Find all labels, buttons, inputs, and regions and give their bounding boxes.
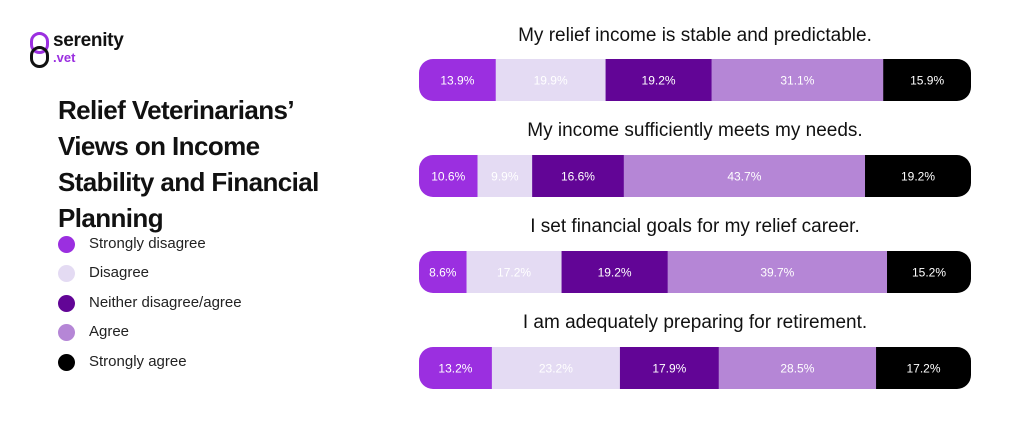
bar-value-label: 9.9% (491, 170, 519, 184)
bar-segment (419, 59, 497, 101)
bar-segment (887, 251, 971, 293)
bar-row (419, 59, 971, 101)
legend-label: Strongly agree (89, 352, 187, 370)
bar-value-label: 17.2% (907, 362, 941, 376)
bar-value-label: 10.6% (431, 170, 465, 184)
bar-segment (561, 251, 669, 293)
bar-segment (419, 155, 479, 197)
bar-segment (865, 155, 971, 197)
legend-swatch (58, 353, 75, 371)
bar-segment (491, 347, 621, 389)
bar-value-label: 43.7% (727, 170, 761, 184)
legend-swatch (58, 265, 75, 283)
chart-title: Relief Veterinarians’ Views on Income St… (58, 95, 319, 233)
legend-label: Agree (89, 323, 130, 341)
bar-value-label: 19.2% (642, 74, 676, 88)
bar-segment (619, 347, 720, 389)
bar-segment (532, 155, 625, 197)
brand-name: serenity (53, 30, 124, 51)
bar-segment (419, 347, 493, 389)
bar-value-label: 23.2% (539, 362, 573, 376)
bar-segment (876, 347, 971, 389)
bar-title: My relief income is stable and predictab… (518, 25, 872, 46)
bar-segment (711, 59, 884, 101)
bar-segment (495, 59, 607, 101)
bar-value-label: 28.5% (780, 362, 814, 376)
legend-label: Neither disagree/agree (89, 293, 242, 311)
bar-value-label: 13.2% (438, 362, 472, 376)
bar-value-label: 19.2% (901, 170, 935, 184)
bar-value-label: 16.6% (561, 170, 595, 184)
bar-segment (623, 155, 866, 197)
legend-swatch (58, 294, 75, 312)
bar-segment (605, 59, 713, 101)
bar-title: I set financial goals for my relief care… (530, 216, 859, 237)
brand-tld: .vet (53, 50, 76, 65)
bar-value-label: 13.9% (440, 74, 474, 88)
legend-label: Disagree (89, 264, 150, 282)
bar-value-label: 15.2% (912, 266, 946, 280)
serenity-logo: serenity .vet (30, 30, 150, 70)
bar-row (419, 347, 971, 389)
bar-value-label: 8.6% (429, 266, 457, 280)
legend-swatch (58, 324, 75, 342)
legend-swatch (58, 236, 75, 253)
bar-segment (466, 251, 563, 293)
bar-value-label: 15.9% (910, 74, 944, 88)
bar-segment (883, 59, 971, 101)
bar-segment (667, 251, 888, 293)
bar-row (419, 155, 971, 197)
bar-title: I am adequately preparing for retirement… (523, 312, 867, 333)
bar-value-label: 31.1% (780, 74, 814, 88)
bar-value-label: 39.7% (760, 266, 794, 280)
bar-value-label: 17.9% (652, 362, 686, 376)
bar-segment (477, 155, 533, 197)
legend-label: Strongly disagree (89, 235, 206, 252)
bar-value-label: 17.2% (497, 266, 531, 280)
bar-row (419, 251, 971, 293)
bar-segment (718, 347, 877, 389)
logo-s-icon (30, 32, 49, 68)
bar-segment (419, 251, 468, 293)
bar-value-label: 19.2% (598, 266, 632, 280)
bar-title: My income sufficiently meets my needs. (527, 120, 862, 141)
bar-value-label: 19.9% (534, 74, 568, 88)
